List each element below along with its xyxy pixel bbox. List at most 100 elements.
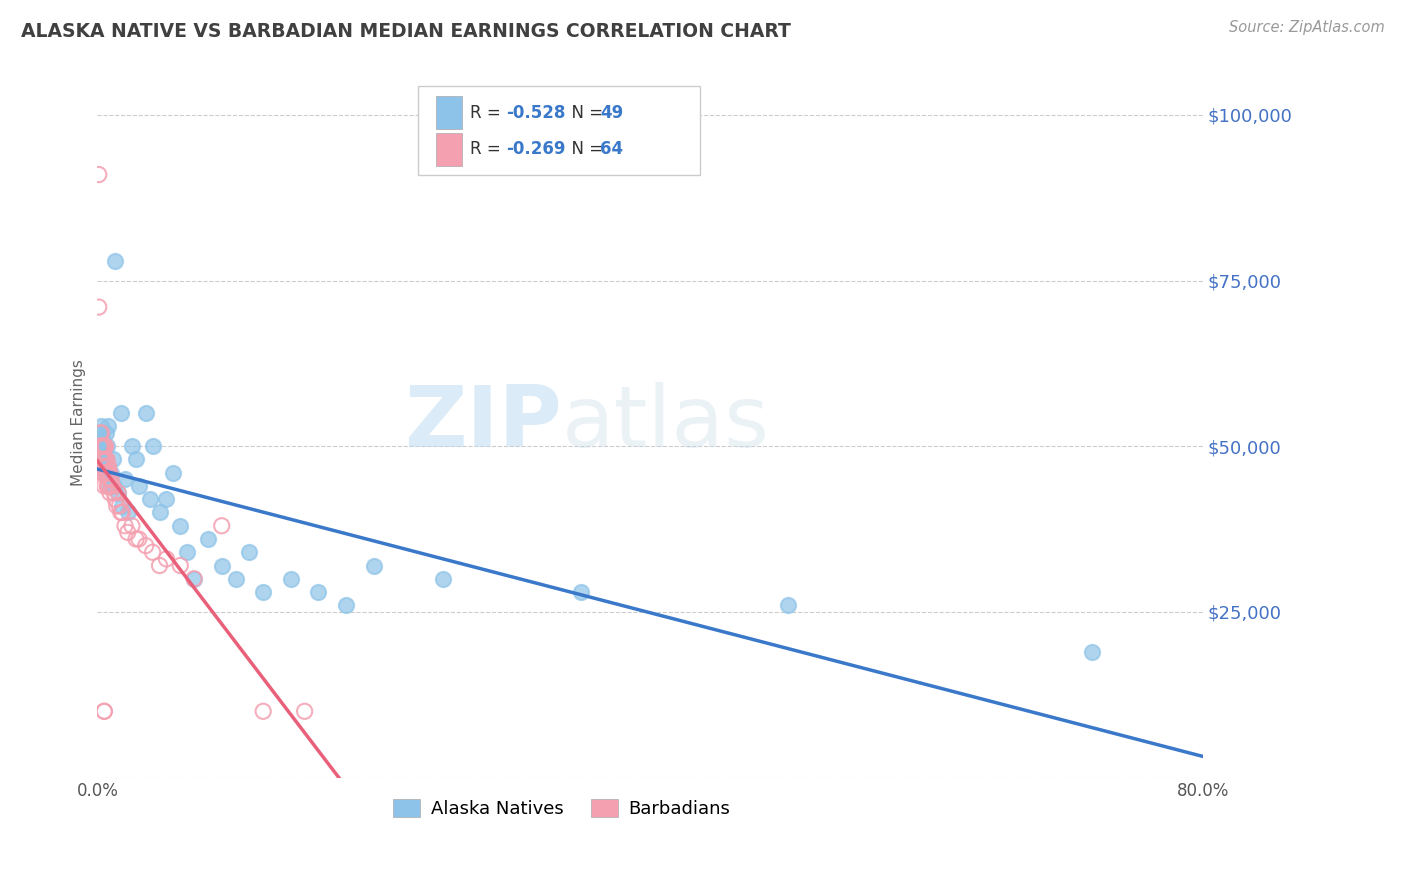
Point <box>176 545 198 559</box>
Point <box>91 446 114 460</box>
Point <box>90 425 112 440</box>
Point <box>93 439 115 453</box>
Point <box>97 479 120 493</box>
Point <box>169 518 191 533</box>
Point <box>103 479 125 493</box>
Point <box>252 585 274 599</box>
Point <box>93 452 115 467</box>
Point <box>169 558 191 573</box>
Point <box>197 532 219 546</box>
Text: 49: 49 <box>600 103 624 121</box>
Point <box>108 499 131 513</box>
Point <box>111 506 134 520</box>
Point <box>98 479 121 493</box>
Point <box>125 452 148 467</box>
Point <box>110 506 132 520</box>
Point <box>97 479 120 493</box>
Y-axis label: Median Earnings: Median Earnings <box>72 359 86 486</box>
Point <box>90 466 112 480</box>
Point <box>93 459 115 474</box>
Point <box>87 459 110 474</box>
Point <box>100 479 122 493</box>
Point <box>91 439 114 453</box>
Point <box>117 525 139 540</box>
Point <box>105 499 128 513</box>
Point <box>100 466 122 480</box>
Point <box>89 439 111 453</box>
Point <box>121 439 143 453</box>
Point <box>94 466 117 480</box>
Point <box>211 518 233 533</box>
Point <box>155 492 177 507</box>
Point <box>93 466 115 480</box>
Point <box>91 439 114 453</box>
Point <box>89 439 111 453</box>
Point <box>89 452 111 467</box>
Point <box>98 472 121 486</box>
Point <box>128 479 150 493</box>
Point <box>225 572 247 586</box>
Point <box>89 439 111 453</box>
Point <box>93 704 115 718</box>
Point <box>93 452 115 467</box>
Point <box>91 433 114 447</box>
Point <box>98 466 121 480</box>
Point <box>280 572 302 586</box>
Point <box>107 485 129 500</box>
Point <box>135 539 157 553</box>
Point <box>93 459 115 474</box>
Point <box>97 466 120 480</box>
Point <box>183 572 205 586</box>
Point <box>93 479 115 493</box>
Point <box>98 485 121 500</box>
FancyBboxPatch shape <box>436 96 463 129</box>
Text: ZIP: ZIP <box>404 382 561 465</box>
Point <box>96 459 118 474</box>
Point <box>94 425 117 440</box>
Point <box>93 439 115 453</box>
Point <box>93 439 115 453</box>
Point <box>363 558 385 573</box>
Point <box>96 479 118 493</box>
Text: 64: 64 <box>600 140 623 158</box>
Text: ALASKA NATIVE VS BARBADIAN MEDIAN EARNINGS CORRELATION CHART: ALASKA NATIVE VS BARBADIAN MEDIAN EARNIN… <box>21 22 792 41</box>
Point <box>96 466 118 480</box>
FancyBboxPatch shape <box>418 87 700 175</box>
Point <box>96 452 118 467</box>
Text: R =: R = <box>470 103 506 121</box>
Point <box>97 466 120 480</box>
Point <box>252 704 274 718</box>
Point <box>104 492 127 507</box>
Point <box>107 485 129 500</box>
Text: N =: N = <box>561 140 607 158</box>
Point <box>294 704 316 718</box>
Point <box>238 545 260 559</box>
Point <box>90 452 112 467</box>
Point <box>569 585 592 599</box>
Point <box>97 419 120 434</box>
Point <box>94 452 117 467</box>
Point <box>90 452 112 467</box>
Point <box>148 506 170 520</box>
Point <box>91 466 114 480</box>
Text: R =: R = <box>470 140 506 158</box>
Point <box>90 439 112 453</box>
Text: Source: ZipAtlas.com: Source: ZipAtlas.com <box>1229 20 1385 35</box>
Point <box>94 466 117 480</box>
Text: -0.528: -0.528 <box>506 103 565 121</box>
Point <box>100 472 122 486</box>
Point <box>307 585 329 599</box>
Point <box>104 253 127 268</box>
Point <box>110 406 132 420</box>
Point <box>142 439 165 453</box>
Point <box>87 300 110 314</box>
Point <box>183 572 205 586</box>
Point <box>94 439 117 453</box>
Point <box>1081 645 1104 659</box>
Point <box>148 558 170 573</box>
Point <box>90 419 112 434</box>
Point <box>89 425 111 440</box>
FancyBboxPatch shape <box>436 133 463 166</box>
Point <box>142 545 165 559</box>
Legend: Alaska Natives, Barbadians: Alaska Natives, Barbadians <box>385 791 738 825</box>
